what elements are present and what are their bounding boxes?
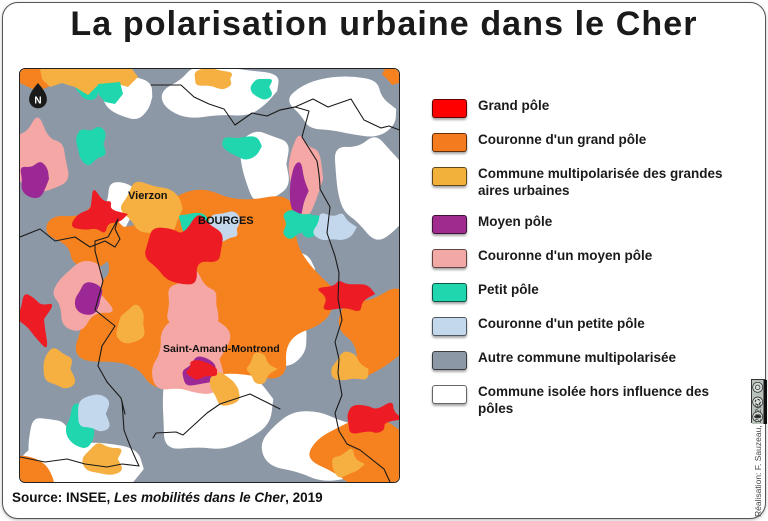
svg-text:Saint-Amand-Montrond: Saint-Amand-Montrond <box>163 343 280 355</box>
svg-text:Vierzon: Vierzon <box>128 190 168 202</box>
svg-text:N: N <box>34 95 41 106</box>
svg-text:BOURGES: BOURGES <box>198 215 254 227</box>
